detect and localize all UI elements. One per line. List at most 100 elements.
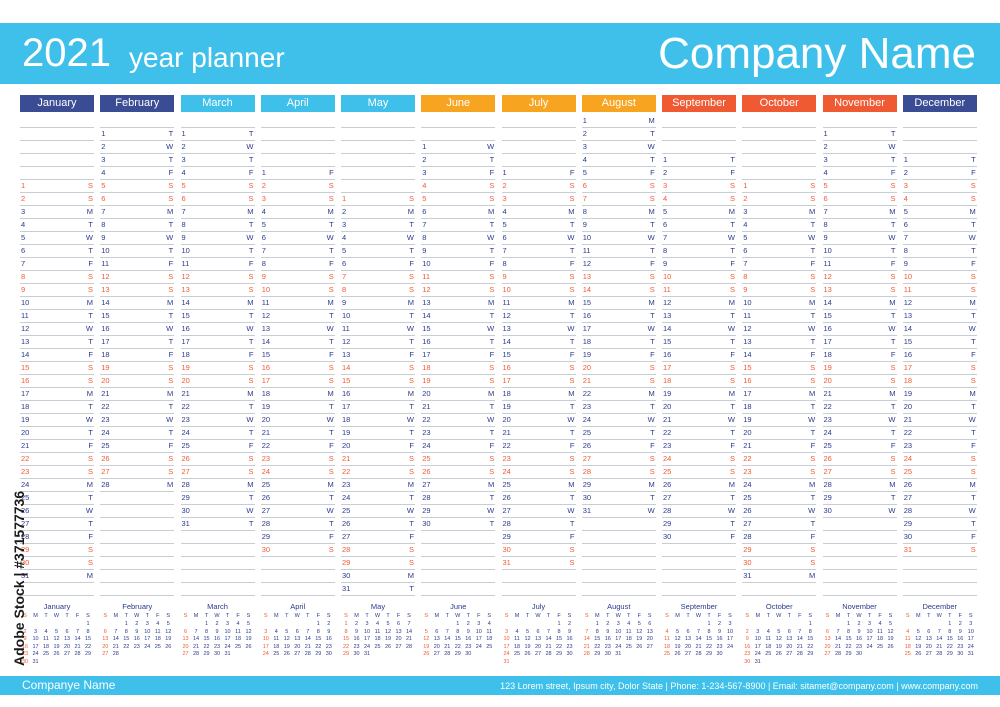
day-row[interactable] xyxy=(822,115,897,128)
day-row[interactable]: 14 S xyxy=(581,284,656,297)
day-row[interactable]: 31 S xyxy=(501,557,576,570)
day-row[interactable]: 23 S xyxy=(501,453,576,466)
day-row[interactable]: 17 S xyxy=(902,362,977,375)
day-row[interactable]: 17 T xyxy=(822,336,897,349)
day-row[interactable]: 26 S xyxy=(822,453,897,466)
day-row[interactable] xyxy=(662,115,736,128)
day-row[interactable] xyxy=(180,531,255,544)
day-row[interactable] xyxy=(260,128,335,141)
day-row[interactable] xyxy=(260,141,335,154)
day-row[interactable]: 22 S xyxy=(742,453,817,466)
day-row[interactable]: 21 M xyxy=(100,388,175,401)
day-row[interactable]: 28 W xyxy=(902,505,977,518)
day-row[interactable]: 22 W xyxy=(421,414,496,427)
day-row[interactable]: 13 T xyxy=(742,336,817,349)
day-row[interactable]: 13 S xyxy=(822,284,897,297)
day-row[interactable]: 15 S xyxy=(742,362,817,375)
day-row[interactable]: 24 S xyxy=(902,453,977,466)
day-row[interactable]: 29 S xyxy=(341,557,415,570)
day-row[interactable]: 19 S xyxy=(822,362,897,375)
day-row[interactable]: 22 F xyxy=(501,440,576,453)
day-row[interactable] xyxy=(421,531,496,544)
day-row[interactable] xyxy=(581,557,656,570)
day-row[interactable]: 24 S xyxy=(662,453,736,466)
day-row[interactable]: 12 S xyxy=(421,284,496,297)
day-row[interactable]: 28 M xyxy=(100,479,175,492)
day-row[interactable]: 11 M xyxy=(260,297,335,310)
day-row[interactable]: 23 M xyxy=(341,479,415,492)
day-row[interactable]: 22 F xyxy=(260,440,335,453)
day-row[interactable]: 30 S xyxy=(260,544,335,557)
day-row[interactable] xyxy=(902,557,977,570)
day-row[interactable]: 13 W xyxy=(260,323,335,336)
day-row[interactable]: 23 T xyxy=(581,401,656,414)
day-row[interactable]: 30 S xyxy=(501,544,576,557)
day-row[interactable] xyxy=(341,115,415,128)
day-row[interactable]: 18 F xyxy=(822,349,897,362)
day-row[interactable]: 25 M xyxy=(501,479,576,492)
day-row[interactable]: 16 T xyxy=(421,336,496,349)
day-row[interactable]: 28 T xyxy=(501,518,576,531)
day-row[interactable]: 25 F xyxy=(822,440,897,453)
day-row[interactable]: 11 T xyxy=(20,310,94,323)
day-row[interactable]: 31 T xyxy=(180,518,255,531)
day-row[interactable]: 29 M xyxy=(581,479,656,492)
day-row[interactable]: 18 F xyxy=(180,349,255,362)
day-row[interactable] xyxy=(822,583,897,596)
day-row[interactable]: 20 S xyxy=(180,375,255,388)
day-row[interactable]: 13 S xyxy=(100,284,175,297)
day-row[interactable]: 21 T xyxy=(501,427,576,440)
day-row[interactable]: 31 S xyxy=(902,544,977,557)
day-row[interactable]: 22 T xyxy=(662,427,736,440)
day-row[interactable]: 20 W xyxy=(501,414,576,427)
day-row[interactable]: 12 T xyxy=(501,310,576,323)
day-row[interactable]: 19 T xyxy=(341,427,415,440)
day-row[interactable]: 20 W xyxy=(260,414,335,427)
day-row[interactable]: 19 T xyxy=(501,401,576,414)
day-row[interactable]: 24 W xyxy=(581,414,656,427)
day-row[interactable] xyxy=(260,557,335,570)
day-row[interactable]: 24 F xyxy=(421,440,496,453)
day-row[interactable]: 28 S xyxy=(581,466,656,479)
day-row[interactable]: 18 S xyxy=(902,375,977,388)
day-row[interactable] xyxy=(341,128,415,141)
day-row[interactable]: 23 F xyxy=(662,440,736,453)
day-row[interactable]: 17 W xyxy=(581,323,656,336)
day-row[interactable]: 24 M xyxy=(742,479,817,492)
day-row[interactable]: 24 S xyxy=(260,466,335,479)
day-row[interactable]: 29 F xyxy=(260,531,335,544)
day-row[interactable]: 16 F xyxy=(902,349,977,362)
day-row[interactable]: 22 T xyxy=(100,401,175,414)
day-row[interactable]: 15 M xyxy=(581,297,656,310)
day-row[interactable]: 30 S xyxy=(742,557,817,570)
day-row[interactable]: 26 S xyxy=(100,453,175,466)
day-row[interactable]: 17 S xyxy=(662,362,736,375)
day-row[interactable]: 29 T xyxy=(822,492,897,505)
day-row[interactable]: 18 W xyxy=(341,414,415,427)
day-row[interactable]: 10 F xyxy=(421,258,496,271)
day-row[interactable] xyxy=(581,583,656,596)
day-row[interactable]: 29 T xyxy=(180,492,255,505)
